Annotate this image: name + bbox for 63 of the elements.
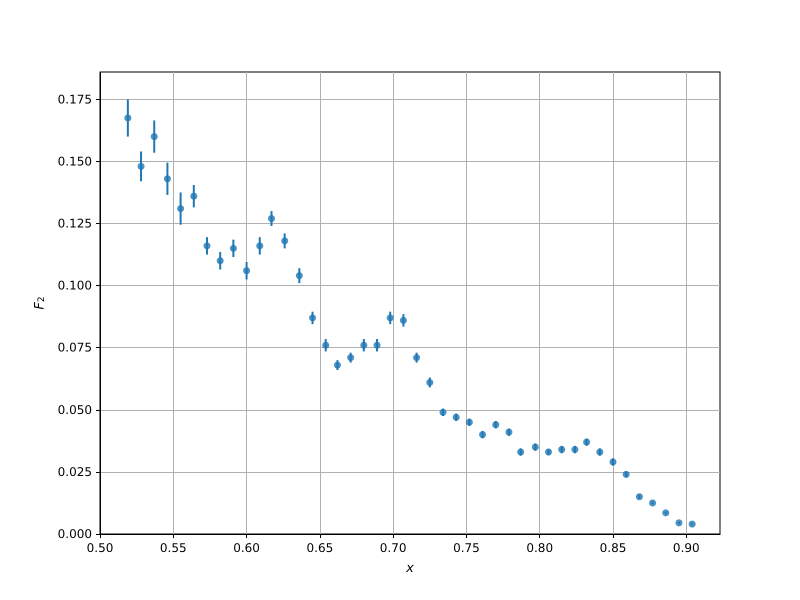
y-tick-label: 0.175 (58, 92, 92, 106)
point (204, 242, 210, 250)
point (281, 237, 288, 244)
y-axis-title: F2 (32, 296, 48, 310)
point (492, 421, 500, 428)
y-tick-label: 0.000 (58, 527, 92, 541)
point (558, 446, 566, 454)
point (505, 428, 512, 436)
point (479, 431, 486, 438)
point (256, 242, 264, 250)
point (190, 192, 198, 200)
y-tick-label: 0.100 (58, 278, 92, 293)
point (216, 257, 224, 264)
point (688, 520, 696, 528)
point (309, 314, 316, 322)
point (636, 493, 643, 500)
point (583, 438, 590, 446)
x-tick-label: 0.60 (233, 541, 260, 555)
x-tick-label: 0.90 (672, 541, 700, 555)
point (413, 354, 420, 362)
point (452, 414, 460, 421)
point (571, 446, 578, 454)
x-tick-label: 0.80 (526, 541, 554, 555)
point (296, 272, 303, 280)
x-tick-label: 0.55 (160, 541, 187, 555)
point (243, 267, 250, 274)
point (622, 470, 630, 478)
y-tick-label: 0.025 (58, 464, 92, 479)
point (649, 499, 656, 506)
x-tick-label: 0.85 (600, 541, 626, 555)
point (610, 458, 616, 466)
x-tick-label: 0.50 (86, 541, 114, 555)
point (386, 314, 394, 322)
point (138, 162, 145, 170)
point (230, 244, 237, 252)
x-tick-label: 0.75 (453, 541, 480, 555)
point (268, 215, 275, 222)
point (164, 175, 171, 182)
point (360, 342, 368, 349)
point (150, 133, 158, 140)
y-tick-label: 0.125 (58, 216, 92, 231)
point (426, 378, 434, 386)
point (466, 418, 473, 426)
point (596, 448, 604, 456)
point (374, 342, 381, 349)
point (322, 342, 330, 349)
point (517, 448, 524, 456)
y-tick-label: 0.150 (58, 154, 92, 168)
point (124, 114, 132, 122)
point (347, 354, 354, 362)
x-axis-title: x (405, 561, 414, 576)
x-tick-label: 0.65 (306, 541, 334, 555)
point (439, 408, 446, 416)
point (545, 448, 552, 456)
point (675, 519, 682, 526)
y-tick-label: 0.075 (58, 340, 92, 355)
point (177, 205, 184, 212)
x-tick-label: 0.70 (380, 541, 407, 555)
point (532, 444, 539, 451)
point (662, 509, 670, 516)
point (334, 362, 341, 369)
y-tick-label: 0.050 (58, 402, 92, 417)
point (400, 316, 407, 324)
